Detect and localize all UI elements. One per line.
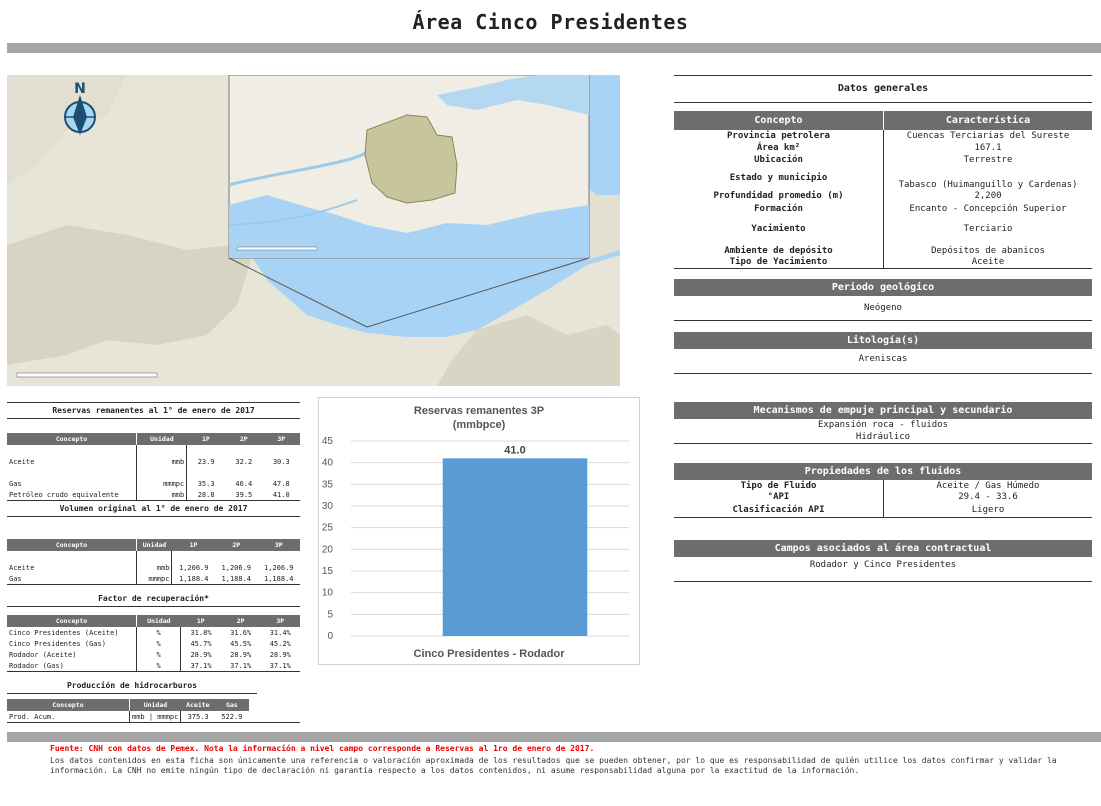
source-note: Fuente: CNH con datos de Pemex. Nota la … bbox=[50, 744, 595, 753]
produccion-table: Concepto Unidad Aceite Gas Prod. Acum. mm… bbox=[7, 699, 300, 723]
table-row: Ubicación Terrestre bbox=[674, 154, 1092, 166]
datos-title: Datos generales bbox=[674, 75, 1092, 103]
mecanismos-section: Mecanismos de empuje principal y secunda… bbox=[674, 402, 1092, 444]
table-row: Tipo de Fluido Aceite / Gas Húmedo bbox=[674, 480, 1092, 491]
table-row: Área km² 167.1 bbox=[674, 142, 1092, 154]
table-row: Formación Encanto - Concepción Superior bbox=[674, 202, 1092, 216]
table-row: Tipo de Yacimiento Aceite bbox=[674, 256, 1092, 269]
y-tick-label: 15 bbox=[322, 566, 334, 577]
table-row: Gas mmmpc 1,188.4 1,188.4 1,188.4 bbox=[7, 573, 300, 585]
table-row: Provincia petrolera Cuencas Terciarias de… bbox=[674, 130, 1092, 142]
header-divider bbox=[7, 43, 1101, 53]
fluidos-title: Propiedades de los fluidos bbox=[674, 463, 1092, 480]
footer-divider bbox=[7, 732, 1101, 742]
table-row: Clasificación API Ligero bbox=[674, 503, 1092, 518]
disclaimer-text: Los datos contenidos en esta ficha son ú… bbox=[50, 756, 1057, 775]
fluidos-section: Propiedades de los fluidos Tipo de Fluid… bbox=[674, 463, 1092, 518]
table-row: Yacimiento Terciario bbox=[674, 216, 1092, 242]
mecanismos-title: Mecanismos de empuje principal y secunda… bbox=[674, 402, 1092, 419]
y-tick-label: 30 bbox=[322, 501, 334, 512]
north-label: N bbox=[74, 81, 86, 97]
reservas-section: Reservas remanentes al 1° de enero de 20… bbox=[7, 402, 300, 501]
periodo-section: Periodo geológico Neógeno bbox=[674, 279, 1092, 321]
table-row: Cinco Presidentes (Gas)% 45.7% 45.5% 45.2% bbox=[7, 638, 291, 649]
y-tick-label: 35 bbox=[322, 479, 334, 490]
y-tick-label: 5 bbox=[327, 609, 333, 620]
table-row: Gas mmmpc 35.3 46.4 47.8 bbox=[7, 478, 290, 489]
campos-title: Campos asociados al área contractual bbox=[674, 540, 1092, 557]
location-map[interactable]: N bbox=[7, 75, 620, 386]
col-header: 3P bbox=[262, 433, 300, 445]
produccion-title: Producción de hidrocarburos bbox=[7, 678, 257, 694]
fluidos-table: Tipo de Fluido Aceite / Gas Húmedo °API 29… bbox=[674, 480, 1092, 518]
col-header: Unidad bbox=[136, 433, 187, 445]
factor-table: Concepto Unidad 1P 2P 3P Cinco President… bbox=[7, 615, 300, 672]
col-header: 2P bbox=[225, 433, 263, 445]
litologia-section: Litología(s) Areniscas bbox=[674, 332, 1092, 374]
factor-title: Factor de recuperación* bbox=[7, 591, 300, 607]
y-tick-label: 45 bbox=[322, 436, 334, 447]
volumen-table: Concepto Unidad 1P 2P 3P Aceite mmb 1,206… bbox=[7, 539, 300, 585]
chart-subtitle: (mmbpce) bbox=[453, 419, 506, 431]
y-tick-label: 40 bbox=[322, 458, 334, 469]
table-row: Petróleo crudo equivalente mmb 28.8 39.5 41… bbox=[7, 489, 300, 501]
table-row: Estado y municipio Tabasco (Huimanguillo … bbox=[674, 166, 1092, 190]
table-row: Rodador (Aceite)% 28.9% 28.9% 28.9% bbox=[7, 649, 291, 660]
y-tick-label: 10 bbox=[322, 588, 334, 599]
produccion-table-wrap: Concepto Unidad Aceite Gas Prod. Acum. mm… bbox=[7, 699, 300, 723]
table-row: Aceite mmb 1,206.9 1,206.9 1,206.9 bbox=[7, 562, 294, 573]
datos-table: Concepto Característica Provincia petrol… bbox=[674, 111, 1092, 269]
y-tick-label: 0 bbox=[327, 631, 333, 642]
reservas-title: Reservas remanentes al 1° de enero de 20… bbox=[7, 402, 300, 419]
datos-generales: Datos generales Concepto Característica … bbox=[674, 75, 1092, 269]
produccion-section: Producción de hidrocarburos bbox=[7, 678, 257, 694]
periodo-title: Periodo geológico bbox=[674, 279, 1092, 296]
table-row: Profundidad promedio (m) 2,200 bbox=[674, 190, 1092, 202]
periodo-value: Neógeno bbox=[674, 296, 1092, 321]
reservas-3p-chart: Reservas remanentes 3P (mmbpce) 0 5 10 15 20… bbox=[318, 397, 640, 665]
table-row: °API 29.4 - 33.6 bbox=[674, 491, 1092, 503]
chart-category-label: Cinco Presidentes - Rodador bbox=[414, 648, 566, 660]
litologia-value: Areniscas bbox=[674, 349, 1092, 374]
chart-bar bbox=[442, 458, 588, 636]
mecanismo-secundario: Hidráulico bbox=[674, 431, 1092, 444]
col-header: Concepto bbox=[7, 433, 137, 445]
reservas-table: Concepto Unidad 1P 2P 3P Aceite mmb 23.9 3… bbox=[7, 433, 300, 501]
north-arrow-icon: N bbox=[64, 81, 96, 135]
page-title: Área Cinco Presidentes bbox=[412, 10, 689, 34]
table-row: Rodador (Gas)% 37.1% 37.1% 37.1% bbox=[7, 660, 300, 672]
table-row: Cinco Presidentes (Aceite)% 31.8% 31.6% 31… bbox=[7, 627, 291, 638]
y-tick-label: 20 bbox=[322, 544, 334, 555]
table-row: Ambiente de depósito Depósitos de abanico… bbox=[674, 242, 1092, 256]
volumen-section: Volumen original al 1° de enero de 2017 … bbox=[7, 500, 300, 585]
col-header: 1P bbox=[186, 433, 226, 445]
volumen-title: Volumen original al 1° de enero de 2017 bbox=[7, 500, 300, 517]
table-row: Prod. Acum. mmb | mmmpc 375.3 522.9 bbox=[7, 711, 300, 723]
table-row: Aceite mmb 23.9 32.2 30.3 bbox=[7, 456, 290, 467]
chart-data-label: 41.0 bbox=[504, 444, 525, 456]
y-tick-label: 25 bbox=[322, 523, 334, 534]
campos-section: Campos asociados al área contractual Rod… bbox=[674, 540, 1092, 582]
chart-title: Reservas remanentes 3P bbox=[414, 405, 544, 417]
campos-value: Rodador y Cinco Presidentes bbox=[674, 557, 1092, 582]
litologia-title: Litología(s) bbox=[674, 332, 1092, 349]
factor-section: Factor de recuperación* Concepto Unidad … bbox=[7, 591, 300, 672]
mecanismo-principal: Expansión roca - fluidos bbox=[817, 420, 949, 430]
